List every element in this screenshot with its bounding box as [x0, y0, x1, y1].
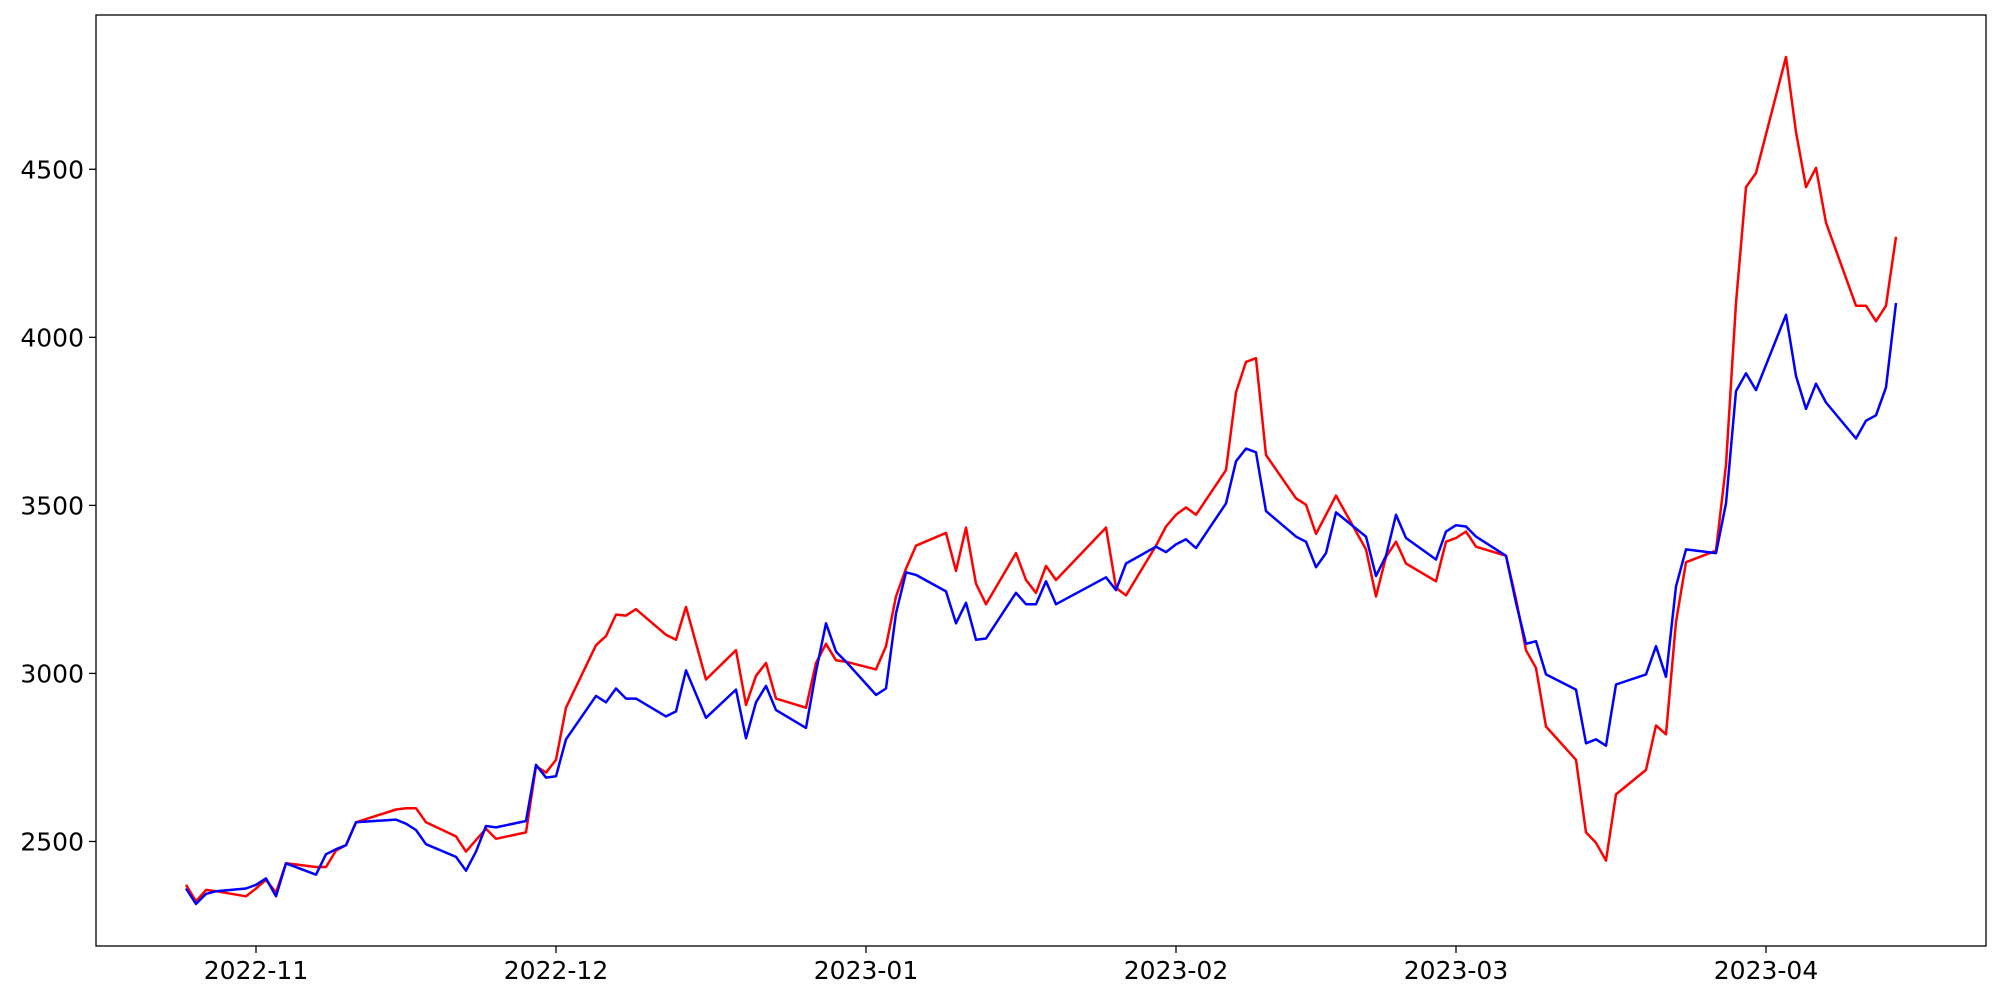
x-tick-label: 2023-01	[814, 956, 918, 985]
x-tick-label: 2023-02	[1124, 956, 1228, 985]
x-tick-label: 2022-11	[204, 956, 308, 985]
line-series	[184, 302, 1898, 906]
x-tick-label: 2022-12	[504, 956, 608, 985]
y-tick-label: 3500	[20, 491, 84, 520]
y-tick-label: 2500	[20, 827, 84, 856]
y-tick-label: 4000	[20, 323, 84, 352]
x-tick-label: 2023-03	[1404, 956, 1508, 985]
y-tick-label: 4500	[20, 155, 84, 184]
line-series	[184, 55, 1898, 903]
plot-frame	[95, 14, 1987, 947]
y-tick-label: 3000	[20, 659, 84, 688]
x-tick-label: 2023-04	[1714, 956, 1818, 985]
